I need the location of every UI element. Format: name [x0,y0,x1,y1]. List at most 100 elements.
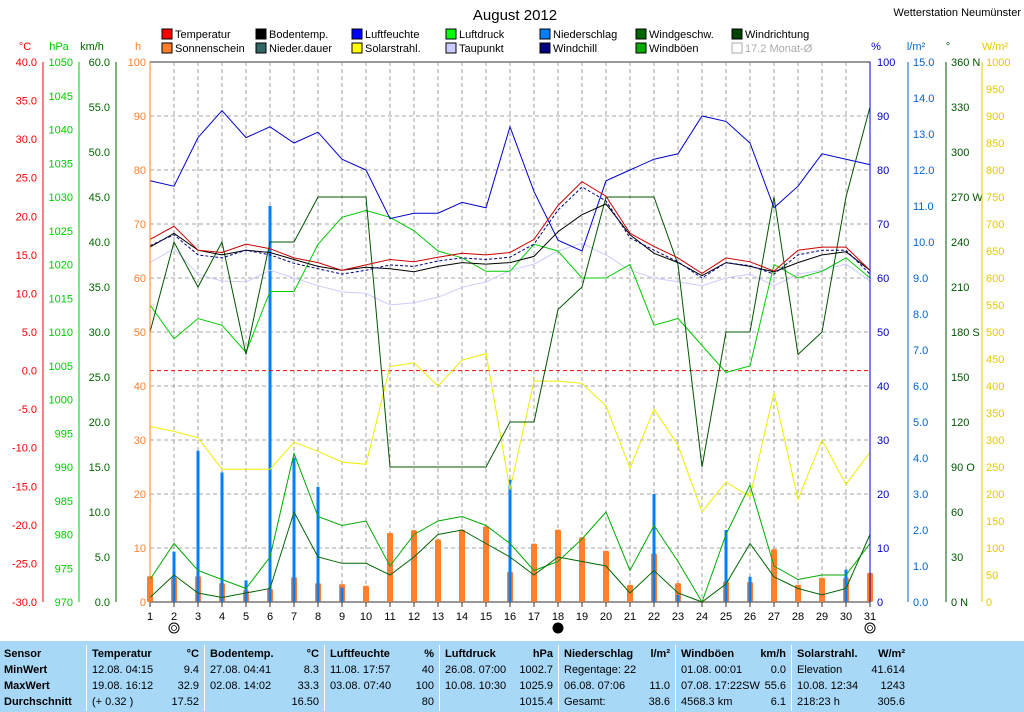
stats-header: Temperatur °C [92,647,199,662]
stats-header-label: Solarstrahl. [797,648,858,660]
temp-tick: 30.0 [16,134,37,146]
day-label: 31 [864,611,876,623]
stats-header-unit: l/m² [650,648,670,660]
stats-separator [558,645,559,711]
axis-unit: l/m² [907,41,926,53]
wm2-tick: 50 [986,570,998,582]
stats-value: 1025.9 [519,680,553,692]
wm2-tick: 500 [986,327,1004,339]
wm2-tick: 0 [986,597,992,609]
stats-label: 4568.3 km [681,696,733,708]
rain-tick: 2.0 [913,525,928,537]
stats-header: Sensor [4,647,81,662]
deg-tick: 240 [951,237,969,249]
stats-label: 06.08. 07:06 [564,680,626,692]
stats-label: 218:23 h [797,696,840,708]
hours-tick: 90 [134,111,146,123]
rain-tick: 15.0 [913,57,934,69]
legend-label: Windchill [553,43,597,55]
stats-value: 8.3 [303,664,319,676]
day-label: 11 [384,611,395,623]
hpa-tick: 1025 [49,226,73,238]
moon-phase-icon-inner [867,625,873,631]
stats-label: 19.08. 16:12 [92,680,154,692]
hpa-tick: 1000 [49,395,73,407]
series-windgeschw [149,510,871,603]
stats-cell: Elevation 41.614 [797,663,905,678]
legend-swatch [255,28,267,40]
stats-cell: Regentage: 22 [564,663,670,678]
temp-tick: 35.0 [16,96,37,108]
deg-tick: 180 S [951,327,980,339]
temp-tick: 10.0 [16,288,37,300]
day-label: 17 [528,611,540,623]
rain-bar [220,472,224,602]
stats-header: Luftdruck hPa [445,647,553,662]
series-taupunkt [149,242,871,306]
day-label: 3 [195,611,201,623]
hpa-tick: 1050 [49,57,73,69]
deg-tick: 0 N [951,597,968,609]
stats-cell: 06.08. 07:06 11.0 [564,679,670,694]
kmh-tick: 10.0 [89,507,110,519]
legend-label: Temperatur [175,29,231,41]
axis-unit: km/h [80,41,104,53]
stats-cell: 02.08. 14:02 33.3 [210,679,319,694]
legend-label: Windgeschw. [649,29,714,41]
rain-tick: 3.0 [913,489,928,501]
rain-bar [508,479,512,602]
stats-header-unit: °C [186,648,199,660]
hpa-tick: 1035 [49,158,73,170]
hours-tick: 40 [134,381,146,393]
stats-column: Niederschlag l/m² Regentage: 22 06.08. 07:0… [560,645,674,709]
stats-value: 38.6 [648,696,670,708]
stats-cell: 218:23 h 305.6 [797,695,905,710]
stats-separator [439,645,440,711]
sunshine-bar [819,577,825,602]
hpa-tick: 1040 [49,125,73,137]
wm2-tick: 400 [986,381,1004,393]
sunshine-bar [483,526,489,602]
stats-label: 03.08. 07:40 [330,680,392,692]
wm2-tick: 900 [986,111,1004,123]
axis-unit: W/m² [982,41,1009,53]
stats-cell: Durchschnitt [4,696,72,708]
series-temperatur [149,180,871,274]
stats-column: Windböen km/h 01.08. 00:01 0.0 07.08. 17:22S… [677,645,790,709]
stats-header: Niederschlag l/m² [564,647,670,662]
hpa-tick: 1010 [49,327,73,339]
hpa-tick: 980 [55,530,73,542]
stats-header-label: Luftdruck [445,648,496,660]
day-label: 15 [480,611,492,623]
day-label: 9 [339,611,345,623]
stats-value: 40 [421,664,434,676]
stats-header-unit: km/h [760,648,786,660]
day-label: 25 [720,611,732,623]
day-label: 7 [291,611,297,623]
stats-header: Solarstrahl. W/m² [797,647,905,662]
legend-swatch [731,42,743,54]
stats-label: 07.08. 17:22SW [681,680,760,692]
stats-separator [86,645,87,711]
pct-tick: 30 [877,435,889,447]
rain-tick: 10.0 [913,237,934,249]
stats-header-unit: °C [306,648,319,660]
station-name: Wetterstation Neumünster [893,7,1021,19]
sunshine-bar [363,585,369,602]
stats-value: 1015.4 [519,696,553,708]
rain-tick: 6.0 [913,381,928,393]
day-label: 10 [360,611,372,623]
series-bodentemp [149,203,871,277]
stats-header-unit: W/m² [878,648,905,660]
day-label: 26 [744,611,756,623]
sunshine-bar [579,537,585,602]
day-label: 19 [576,611,588,623]
moon-phase-icon [168,622,180,634]
axis-unit: ° [946,41,950,53]
legend-label: Sonnenschein [175,43,245,55]
rain-tick: 8.0 [913,309,928,321]
deg-tick: 60 [951,507,963,519]
stats-label: 10.08. 10:30 [445,680,507,692]
stats-value: 17.52 [171,696,199,708]
stats-header-label: Niederschlag [564,648,634,660]
